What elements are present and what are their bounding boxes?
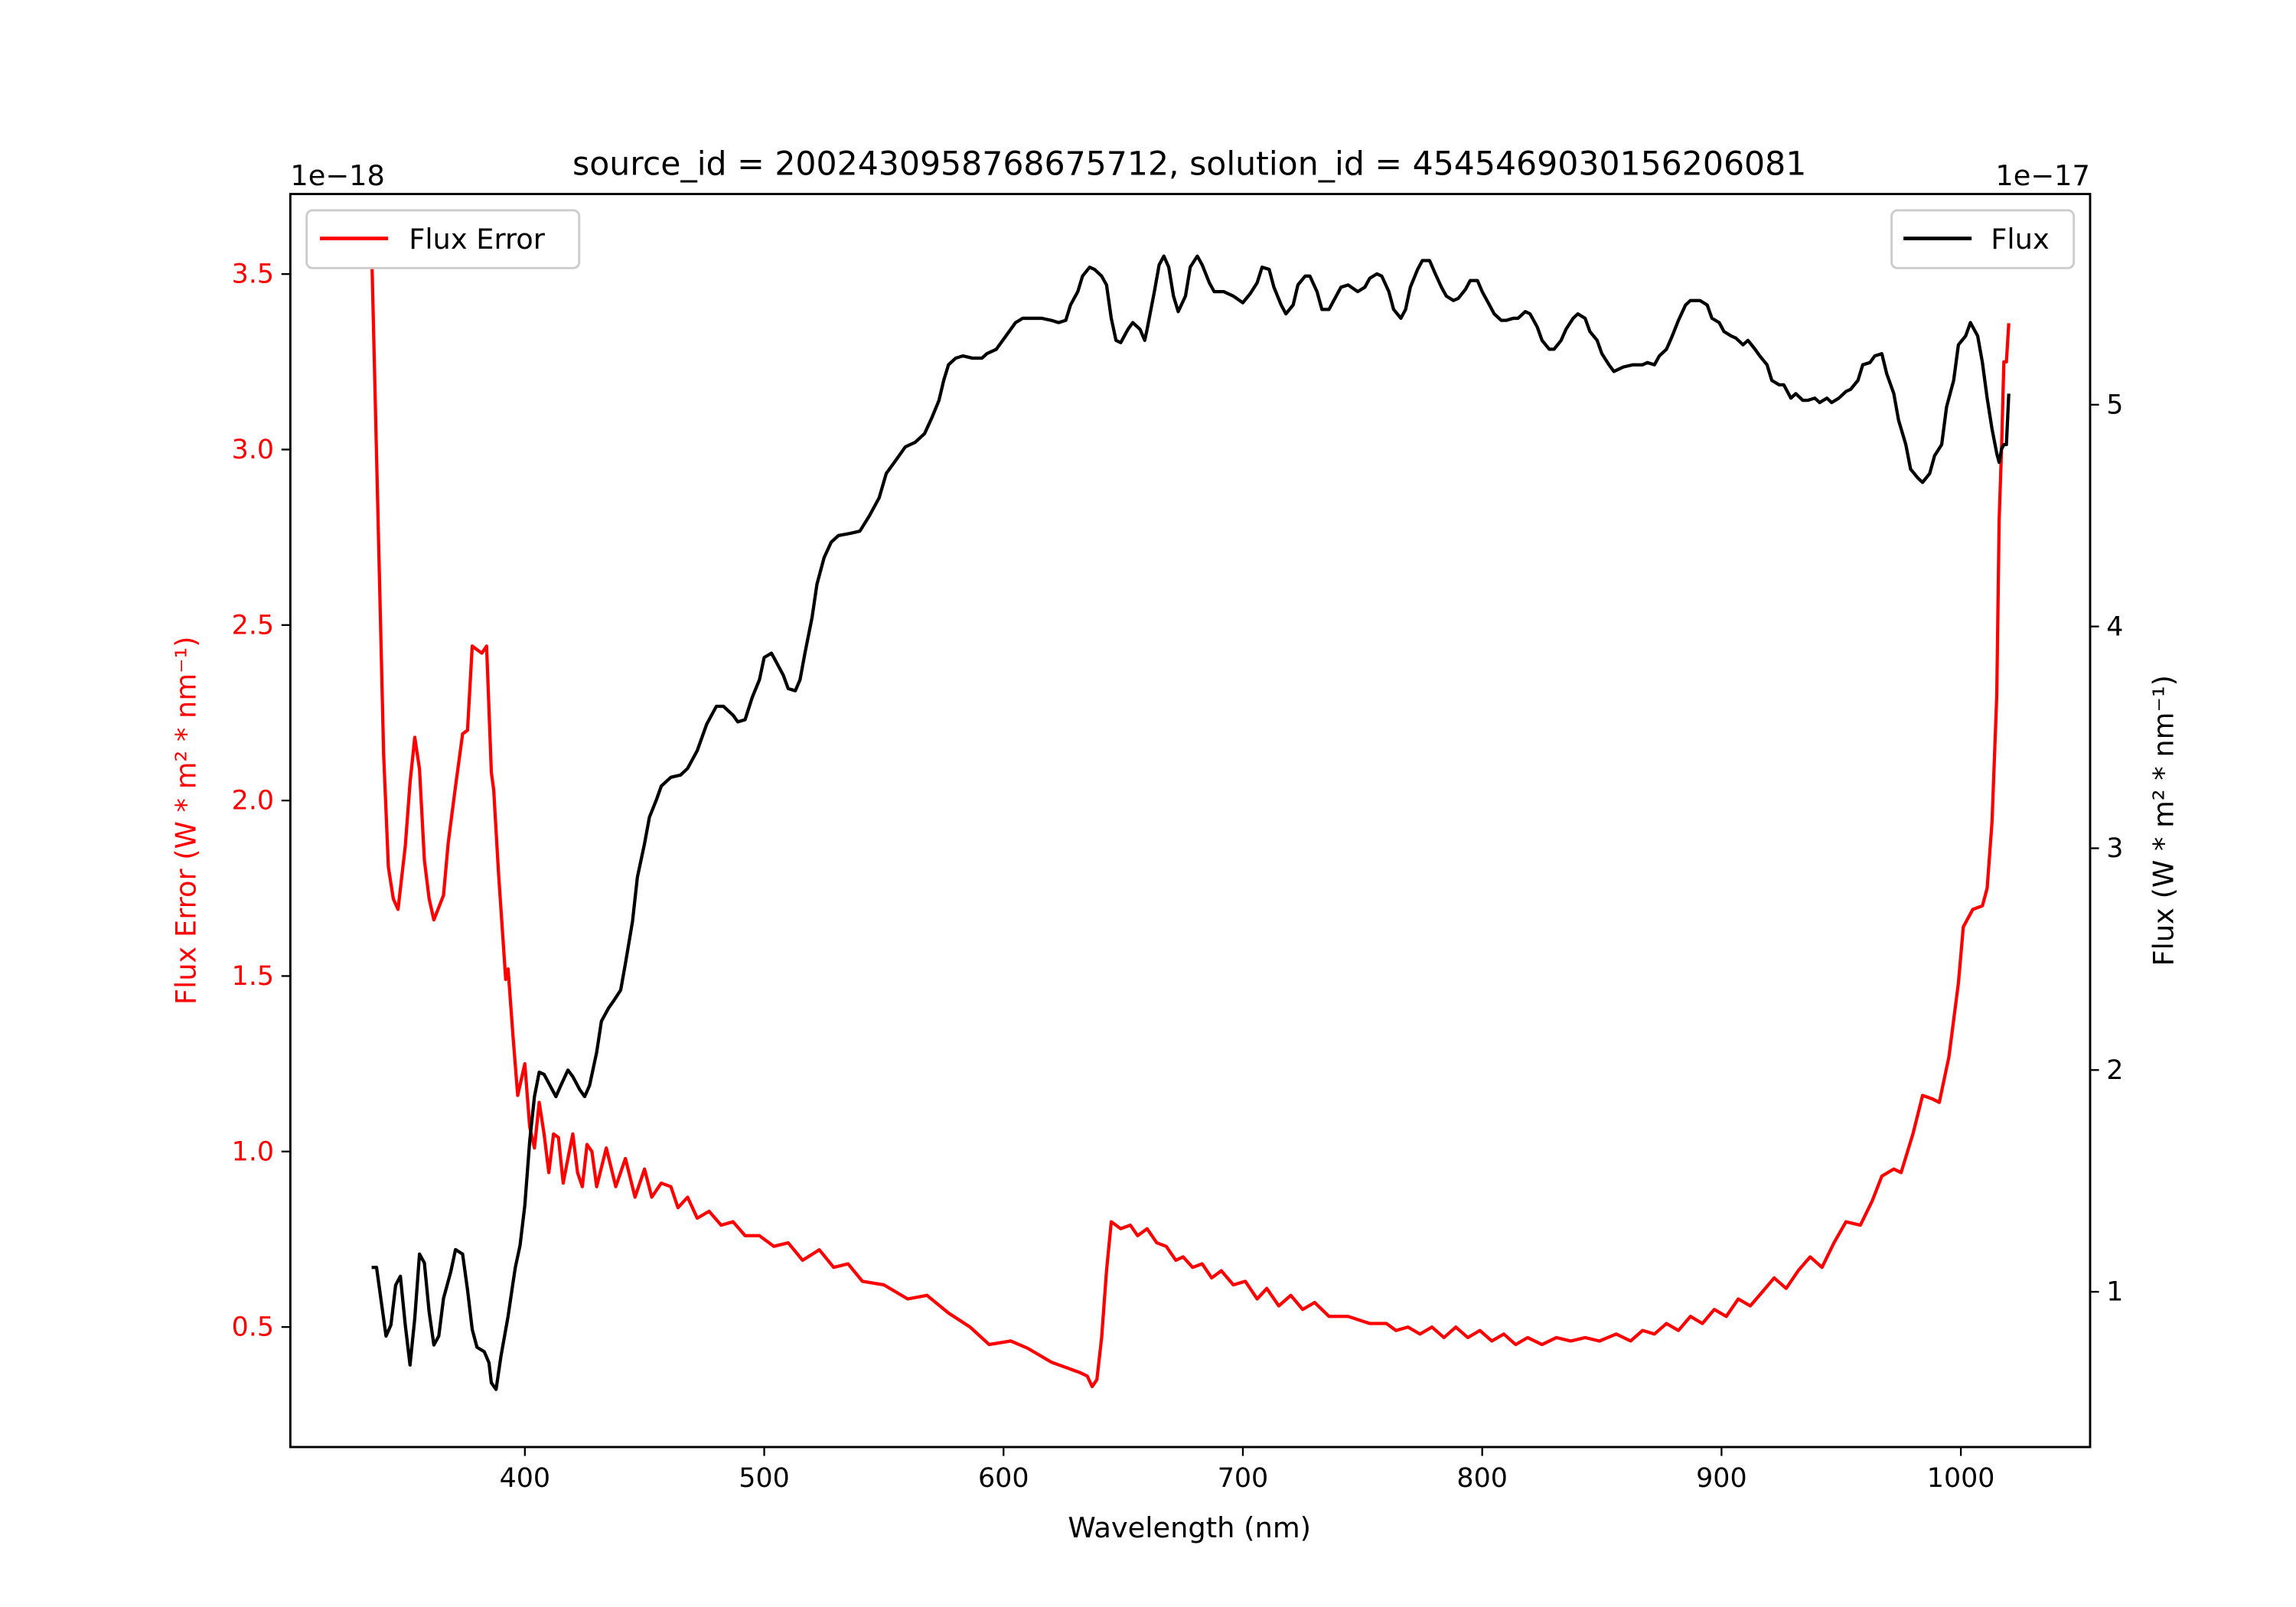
left-y-tick-label: 3.0 xyxy=(232,435,274,465)
right-y-tick-label: 1 xyxy=(2106,1277,2123,1308)
x-tick-label: 900 xyxy=(1696,1463,1746,1494)
legend-label-flux-error: Flux Error xyxy=(409,223,546,256)
right-y-tick-label: 3 xyxy=(2106,833,2123,864)
x-tick-label: 500 xyxy=(739,1463,789,1494)
legend-label-flux: Flux xyxy=(1991,223,2049,256)
x-tick-label: 600 xyxy=(978,1463,1029,1494)
right-y-tick-label: 5 xyxy=(2106,390,2123,420)
series-layer xyxy=(370,249,2011,1391)
tick-layer: 400 500 600 700 800 900 1000 0.5 1.0 1.5 2.0 2.5 3.0… xyxy=(232,259,2124,1494)
chart-title: source_id = 2002430958768675712, solutio… xyxy=(572,145,1806,183)
legend-flux-error: Flux Error xyxy=(305,209,581,269)
left-axis-offset-text: 1e−18 xyxy=(290,159,385,192)
left-y-tick-label: 2.5 xyxy=(232,610,274,641)
left-y-axis-label: Flux Error (W * m² * nm⁻¹) xyxy=(169,636,202,1005)
left-y-tick-label: 2.0 xyxy=(232,786,274,817)
plot-frame xyxy=(289,193,2092,1449)
legend-box xyxy=(1890,209,2076,269)
right-y-tick-label: 4 xyxy=(2106,611,2123,642)
x-tick-label: 700 xyxy=(1218,1463,1268,1494)
left-y-tick-label: 0.5 xyxy=(232,1312,274,1343)
legend-flux: Flux xyxy=(1890,209,2076,269)
x-tick-label: 1000 xyxy=(1927,1463,1995,1494)
x-axis-label: Wavelength (nm) xyxy=(1068,1511,1311,1544)
left-y-tick-label: 1.0 xyxy=(232,1136,274,1167)
left-y-tick-label: 3.5 xyxy=(232,259,274,290)
right-y-axis-label: Flux (W * m² * nm⁻¹) xyxy=(2147,675,2180,966)
x-tick-label: 400 xyxy=(500,1463,550,1494)
right-axis-offset-text: 1e−17 xyxy=(1995,159,2090,192)
right-y-tick-label: 2 xyxy=(2106,1055,2123,1086)
left-y-tick-label: 1.5 xyxy=(232,961,274,992)
series-line-flux xyxy=(371,254,2011,1391)
series-line-flux-error xyxy=(370,249,2011,1389)
x-tick-label: 800 xyxy=(1456,1463,1507,1494)
legend-box xyxy=(305,209,581,269)
